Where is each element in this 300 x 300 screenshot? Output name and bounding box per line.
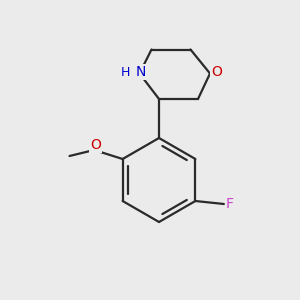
Text: N: N bbox=[136, 65, 146, 79]
Text: O: O bbox=[90, 138, 101, 152]
Text: F: F bbox=[226, 197, 234, 211]
Text: H: H bbox=[120, 65, 130, 79]
Text: O: O bbox=[211, 65, 222, 79]
